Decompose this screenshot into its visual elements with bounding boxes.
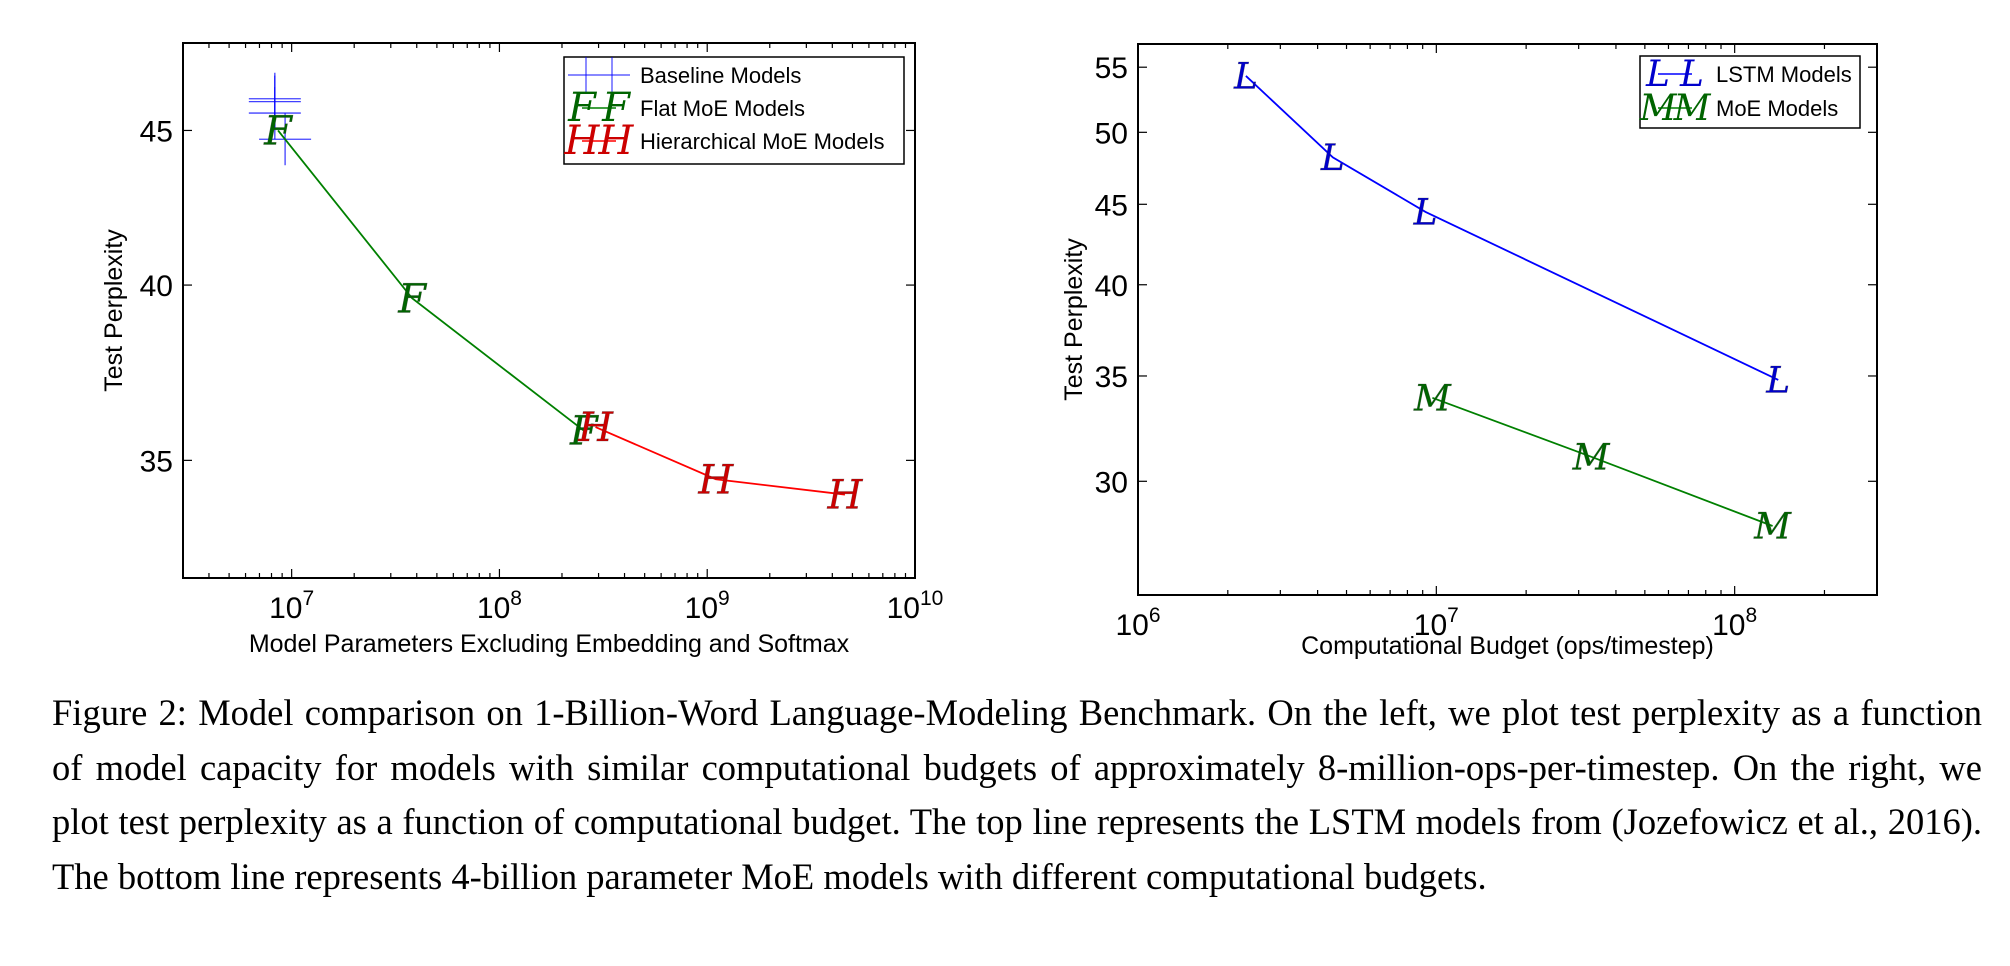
data-point-marker: L bbox=[1233, 57, 1258, 98]
series-moe-models: M M M bbox=[1413, 378, 1793, 548]
legend-marker: L bbox=[1679, 54, 1704, 95]
data-point-marker: H bbox=[826, 473, 863, 519]
chart-right: 106 107 108 30 35 40 45 50 55 Computational Budge… bbox=[1060, 43, 1878, 660]
legend-entry: H H Hierarchical MoE Models bbox=[564, 118, 885, 164]
x-tick-label: 108 bbox=[477, 587, 522, 625]
data-point-marker: F bbox=[397, 276, 427, 322]
y-tick-label: 50 bbox=[1095, 117, 1128, 150]
data-point-marker: H bbox=[697, 457, 734, 503]
legend-entry: MM MoE Models bbox=[1639, 88, 1839, 129]
y-tick-label: 55 bbox=[1095, 52, 1128, 85]
legend-marker: H bbox=[598, 118, 635, 164]
legend-label: Flat MoE Models bbox=[640, 96, 805, 121]
legend-marker: M bbox=[1639, 88, 1678, 129]
data-point-marker: H bbox=[577, 405, 614, 451]
y-tick-label: 35 bbox=[140, 445, 173, 478]
x-tick-label: 107 bbox=[1414, 604, 1459, 642]
x-axis-label: Model Parameters Excluding Embedding and… bbox=[249, 630, 850, 658]
series-line bbox=[1432, 396, 1773, 527]
legend-label: Baseline Models bbox=[640, 63, 801, 88]
y-tick-label: 35 bbox=[1095, 361, 1128, 394]
figure: 107 108 109 1010 35 40 45 Model Parameters Excl… bbox=[100, 42, 1878, 660]
legend-marker: M bbox=[1673, 88, 1712, 129]
data-point-marker: L bbox=[1320, 138, 1345, 179]
y-tick-label: 45 bbox=[1095, 189, 1128, 222]
series-hierarchical-moe-models: H H H bbox=[577, 405, 864, 519]
data-point-marker: F bbox=[263, 108, 293, 154]
figure-caption: Figure 2: Model comparison on 1-Billion-… bbox=[52, 692, 1982, 897]
x-tick-label: 1010 bbox=[887, 587, 944, 625]
series-line bbox=[277, 129, 585, 432]
y-tick-label: 30 bbox=[1095, 466, 1128, 499]
series-line bbox=[1245, 75, 1779, 381]
x-tick-label: 108 bbox=[1712, 604, 1757, 642]
y-axis-label: Test Perplexity bbox=[1060, 238, 1088, 401]
plot-frame bbox=[182, 42, 916, 579]
legend-box bbox=[1639, 55, 1861, 129]
legend-marker: F bbox=[567, 85, 597, 131]
legend-label: MoE Models bbox=[1716, 96, 1838, 121]
legend-entry: Baseline Models bbox=[568, 57, 801, 93]
legend-marker: F bbox=[601, 85, 631, 131]
legend-label: Hierarchical MoE Models bbox=[640, 129, 885, 154]
data-point-marker: L bbox=[1765, 360, 1790, 401]
x-tick-label: 109 bbox=[685, 587, 730, 625]
data-point-marker: M bbox=[1753, 507, 1792, 548]
data-point-marker: M bbox=[1572, 437, 1611, 478]
series-flat-moe-models: F F F bbox=[263, 108, 599, 455]
legend-label: LSTM Models bbox=[1716, 62, 1852, 87]
series-line bbox=[595, 426, 846, 496]
y-tick-label: 40 bbox=[140, 270, 173, 303]
x-tick-label: 107 bbox=[269, 587, 314, 625]
x-tick-label: 106 bbox=[1115, 604, 1160, 642]
data-point-marker: L bbox=[1413, 193, 1438, 234]
chart-left: 107 108 109 1010 35 40 45 Model Parameters Excl… bbox=[100, 42, 944, 658]
plot-frame bbox=[1137, 43, 1878, 596]
legend-marker: H bbox=[564, 118, 601, 164]
y-axis-label: Test Perplexity bbox=[100, 229, 128, 392]
data-point-marker: M bbox=[1413, 378, 1452, 419]
x-axis-label: Computational Budget (ops/timestep) bbox=[1301, 632, 1714, 660]
y-tick-label: 40 bbox=[1095, 270, 1128, 303]
data-point-marker: F bbox=[569, 409, 599, 455]
y-tick-label: 45 bbox=[140, 115, 173, 148]
legend-entry: F F Flat MoE Models bbox=[567, 85, 805, 131]
legend-entry: L L LSTM Models bbox=[1645, 54, 1852, 95]
legend-marker: L bbox=[1645, 54, 1670, 95]
